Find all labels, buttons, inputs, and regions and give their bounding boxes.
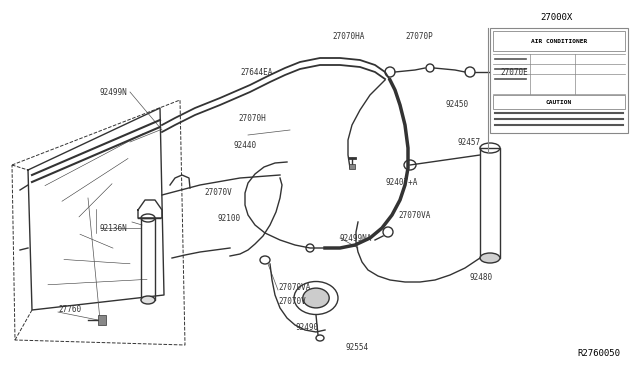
Text: 27070VA: 27070VA [398,211,430,219]
Text: R2760050: R2760050 [577,349,620,358]
Text: 27070HA: 27070HA [332,32,364,41]
Text: 27000X: 27000X [540,13,572,22]
Text: 92490: 92490 [295,324,318,333]
Text: 92554: 92554 [345,343,368,353]
Text: 27070VA: 27070VA [278,283,310,292]
Text: 92407+A: 92407+A [385,177,417,186]
Text: 92100: 92100 [218,214,241,222]
Text: 92450: 92450 [446,99,469,109]
Text: 92499N: 92499N [100,87,128,96]
Text: 27644EA: 27644EA [240,67,273,77]
Text: 92480: 92480 [470,273,493,282]
Ellipse shape [141,296,155,304]
Text: 92457: 92457 [458,138,481,147]
Ellipse shape [303,288,329,308]
Ellipse shape [480,253,500,263]
Text: AIR CONDITIONER: AIR CONDITIONER [531,38,587,44]
Text: 92440: 92440 [233,141,256,150]
Text: 27070H: 27070H [238,113,266,122]
Text: 27070V: 27070V [204,187,232,196]
Text: 27070V: 27070V [278,298,306,307]
Bar [490,28,628,133]
Bar [98,315,106,325]
Bar [493,31,625,51]
Text: 92499NA: 92499NA [340,234,372,243]
Text: 27070E: 27070E [500,67,528,77]
Bar [349,164,355,169]
Text: 27760: 27760 [58,305,81,314]
Text: CAUTION: CAUTION [546,99,572,105]
Text: 92136N: 92136N [100,224,128,232]
Text: 27070P: 27070P [405,32,433,41]
Bar [493,95,625,109]
